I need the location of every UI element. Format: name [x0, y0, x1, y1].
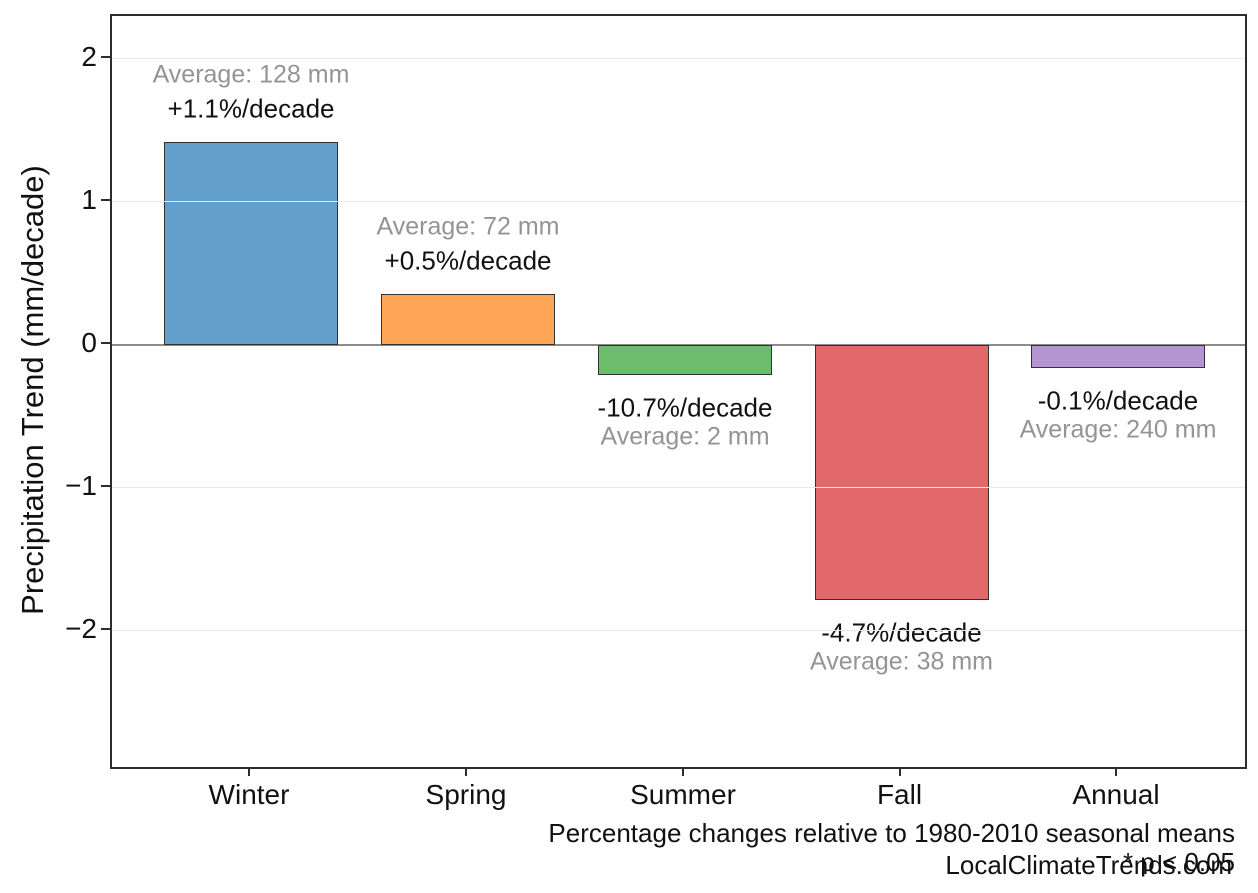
x-tick-fall	[898, 766, 901, 776]
x-tick-annual	[1115, 766, 1117, 776]
y-tick-2	[101, 56, 110, 58]
chart-notes: Percentage changes relative to 1980-2010…	[548, 819, 1235, 877]
note-line-significance: * p < 0.05	[1122, 847, 1235, 877]
plot-area: +1.1%/decade Average: 128 mm +0.5%/decade A…	[110, 14, 1247, 769]
x-tick-winter	[248, 766, 250, 776]
bar-annual	[1031, 345, 1205, 368]
bar-avg-label-fall: Average: 38 mm	[810, 647, 993, 676]
x-tick-label-annual: Annual	[1072, 779, 1160, 810]
gridline-y1	[112, 201, 1245, 203]
y-tick-label-1: 1	[81, 184, 97, 215]
y-tick-label-0: 0	[81, 327, 97, 358]
x-tick-label-spring: Spring	[425, 779, 507, 810]
bar-avg-label-summer: Average: 2 mm	[600, 422, 770, 451]
y-tick--1	[101, 485, 110, 487]
y-tick--2	[101, 628, 110, 630]
note-line-methodology: Percentage changes relative to 1980-2010…	[548, 818, 1235, 848]
x-tick-spring	[465, 766, 467, 776]
x-tick-label-fall: Fall	[876, 779, 923, 810]
y-tick-label--2: −2	[65, 613, 97, 644]
bar-pct-label-spring: +0.5%/decade	[384, 245, 552, 276]
gridline-y-2	[112, 630, 1245, 632]
bar-pct-label-fall: -4.7%/decade	[821, 617, 982, 648]
bar-avg-label-winter: Average: 128 mm	[152, 60, 350, 89]
bar-avg-label-spring: Average: 72 mm	[376, 212, 560, 241]
bar-pct-label-winter: +1.1%/decade	[167, 93, 335, 124]
x-tick-label-winter: Winter	[208, 779, 290, 810]
y-tick-label-2: 2	[81, 41, 97, 72]
watermark-text: LocalClimateTrends.com	[945, 850, 1232, 880]
y-tick-0	[101, 342, 110, 344]
gridline-y-1	[112, 487, 1245, 489]
bar-pct-label-annual: -0.1%/decade	[1037, 385, 1199, 416]
x-tick-summer	[682, 766, 684, 776]
y-tick-1	[101, 199, 110, 201]
y-tick-label--1: −1	[65, 470, 97, 501]
bar-fall	[814, 345, 989, 600]
x-tick-label-summer: Summer	[630, 779, 736, 810]
bar-pct-label-summer: -10.7%/decade	[597, 392, 773, 423]
bar-spring	[381, 293, 555, 345]
gridline-y2	[112, 58, 1245, 60]
bar-winter	[164, 141, 338, 345]
bar-summer	[598, 345, 772, 376]
y-axis-title: Precipitation Trend (mm/decade)	[15, 165, 50, 615]
bar-avg-label-annual: Average: 240 mm	[1019, 415, 1217, 444]
